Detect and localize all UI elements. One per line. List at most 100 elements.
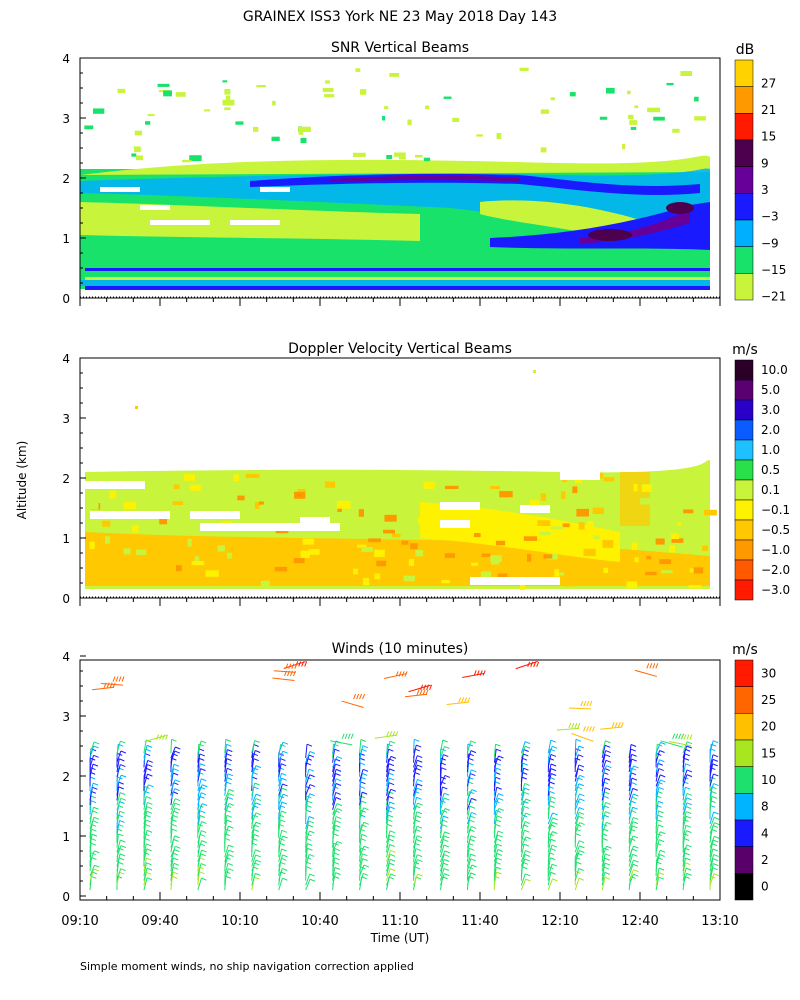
wind-barb-flag <box>685 824 692 828</box>
wind-barb <box>520 763 524 777</box>
doppler-patch <box>401 540 409 545</box>
wind-barb-flag <box>586 700 590 707</box>
wind-barb-flag <box>686 741 693 745</box>
wind-barb-flag <box>578 745 585 749</box>
wind-barb <box>493 793 499 806</box>
y-tick-label: 2 <box>62 770 70 784</box>
doppler-patch <box>245 496 259 501</box>
wind-barb-flag <box>417 778 423 782</box>
colorbar-swatch <box>734 793 754 821</box>
wind-barb <box>278 788 283 801</box>
wind-barb <box>359 858 364 872</box>
wind-barb-flag <box>440 757 446 761</box>
snr-gap <box>140 205 170 210</box>
colorbar-label: −3.0 <box>761 583 790 597</box>
wind-barb <box>439 775 446 787</box>
wind-barb-flag <box>146 744 153 748</box>
wind-barb-flag <box>468 791 475 795</box>
colorbar-swatch <box>734 246 754 274</box>
wind-barb-flag <box>199 757 205 761</box>
wind-barb <box>466 798 472 811</box>
wind-barb <box>682 830 687 844</box>
snr-speckle <box>634 105 639 109</box>
wind-barb <box>412 848 417 862</box>
wind-barb-flag <box>633 793 639 797</box>
wind-barb <box>332 820 336 834</box>
wind-barb <box>466 789 473 801</box>
wind-barb <box>628 807 634 820</box>
wind-barb-flag <box>199 857 205 861</box>
doppler-patch <box>190 484 201 491</box>
wind-barb <box>405 693 428 698</box>
doppler-patch <box>471 562 479 566</box>
doppler-patch <box>293 558 305 564</box>
wind-barb-flag <box>387 814 394 818</box>
wind-barb-flag <box>550 768 557 772</box>
snr-speckle <box>540 109 550 114</box>
doppler-patch <box>497 573 508 579</box>
wind-barb-flag <box>92 810 98 814</box>
wind-barb-flag <box>119 792 126 796</box>
wind-barb <box>305 843 308 858</box>
doppler-patch <box>374 549 385 557</box>
wind-barb-flag <box>467 697 471 703</box>
doppler-patch <box>361 546 373 552</box>
wind-barb-flag <box>121 676 125 682</box>
wind-barb-flag <box>579 850 585 854</box>
wind-barb-flag <box>389 830 396 834</box>
wind-barb-flag <box>631 782 637 786</box>
wind-barb <box>466 750 472 763</box>
wind-barb-flag <box>200 768 206 772</box>
wind-barb <box>520 878 527 891</box>
wind-barb-flag <box>476 670 480 676</box>
wind-barb-flag <box>94 864 100 868</box>
wind-barb-flag <box>89 776 96 780</box>
wind-barb-flag <box>390 755 397 759</box>
wind-barb-flag <box>630 838 636 841</box>
wind-barb-flag <box>145 748 151 752</box>
wind-barb <box>332 872 336 886</box>
doppler-patch <box>495 540 506 546</box>
wind-barb <box>709 791 713 806</box>
wind-barb <box>520 873 526 886</box>
wind-barb-flag <box>686 745 692 749</box>
wind-barb <box>439 868 445 881</box>
wind-barb-flag <box>660 741 666 745</box>
wind-barb <box>412 811 418 825</box>
wind-barb-flag <box>495 823 501 827</box>
wind-barb-flag <box>282 793 289 797</box>
wind-barb <box>520 741 526 754</box>
wind-barb <box>601 802 607 815</box>
wind-barb-flag <box>414 772 420 775</box>
wind-barb-flag <box>415 848 421 852</box>
snr-speckle <box>647 107 661 113</box>
wind-barb-flag <box>524 745 531 749</box>
wind-barb-flag <box>228 803 235 806</box>
x-tick-label: 10:10 <box>221 914 258 929</box>
wind-barb-flag <box>282 750 288 754</box>
doppler-patch <box>703 509 717 516</box>
wind-barb-flag <box>579 798 585 802</box>
snr-speckle <box>225 95 231 100</box>
colorbar-label: 9 <box>761 156 769 170</box>
snr-speckle <box>386 155 393 159</box>
doppler-gap <box>520 505 550 513</box>
wind-barb <box>116 820 120 834</box>
wind-barb-flag <box>255 798 262 802</box>
wind-barb-flag <box>469 819 475 823</box>
wind-barb <box>251 821 257 834</box>
doppler-patch <box>591 480 598 489</box>
x-tick-label: 09:40 <box>141 914 178 929</box>
wind-barb-flag <box>280 763 287 767</box>
doppler-patch <box>646 555 652 560</box>
snr-speckle <box>224 107 231 111</box>
wind-barb <box>386 844 391 858</box>
wind-barb-flag <box>604 754 611 758</box>
snr-gap <box>150 220 210 225</box>
wind-barb-flag <box>471 825 477 829</box>
x-tick-label: 10:40 <box>301 914 338 929</box>
wind-barb-flag <box>443 815 449 819</box>
doppler-patch <box>634 557 639 563</box>
wind-barb <box>197 784 203 796</box>
doppler-patch <box>191 560 205 566</box>
